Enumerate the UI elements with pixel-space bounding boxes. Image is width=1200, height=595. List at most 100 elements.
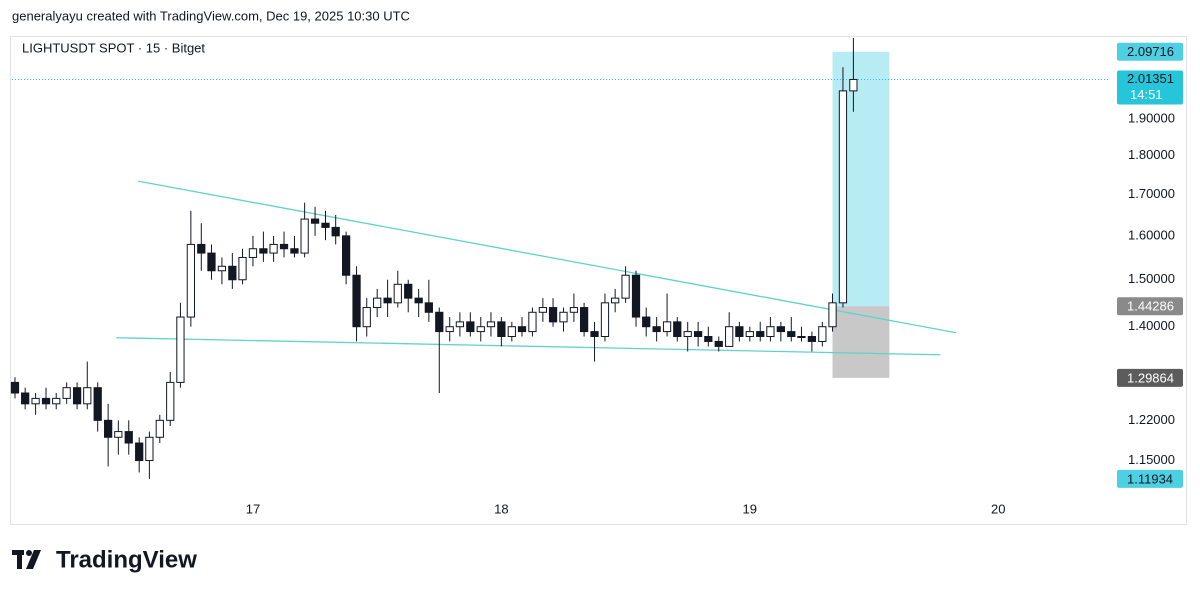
chart-title: LIGHTUSDT SPOT · 15 · Bitget [22, 40, 205, 55]
candle-body [10, 381, 20, 394]
price-label-box [1117, 42, 1183, 61]
y-tick-label: 1.80000 [1128, 147, 1175, 162]
y-tick-label: 1.22000 [1128, 412, 1175, 427]
candle-body [31, 397, 40, 405]
candle-body [559, 311, 568, 323]
candle-body [52, 397, 61, 405]
attribution: generalyayu created with TradingView.com… [12, 8, 410, 23]
candle-body [849, 78, 858, 92]
candle-body [579, 307, 589, 333]
candle-body [341, 235, 351, 276]
candle-body [631, 274, 641, 318]
candle-body [621, 274, 630, 299]
trendline [138, 180, 957, 334]
candle-body [424, 302, 433, 313]
candle-body [797, 335, 806, 338]
candle-body [238, 256, 247, 281]
x-tick-label: 20 [991, 501, 1005, 516]
candle-body [404, 283, 413, 299]
price-label-box [1117, 297, 1183, 316]
candle-body [41, 397, 51, 405]
price-label-box [1117, 469, 1183, 488]
candle-body [714, 340, 723, 347]
candle-body [683, 331, 692, 337]
candle-body [704, 335, 713, 342]
candle-body [62, 387, 71, 399]
candle-body [538, 307, 547, 313]
candle-body [155, 419, 164, 438]
x-tick-label: 17 [246, 501, 260, 516]
candle-body [548, 307, 558, 323]
candle-body [818, 326, 827, 342]
candle-body [497, 321, 506, 337]
candle-body [776, 326, 785, 333]
candle-body [476, 326, 485, 333]
candle-body [104, 419, 113, 438]
logo-text: TradingView [56, 546, 197, 573]
y-tick-label: 1.90000 [1128, 110, 1175, 125]
candle-body [290, 248, 299, 254]
candle-body [269, 243, 278, 254]
candle-body [72, 387, 82, 405]
candle-body [673, 321, 682, 337]
price-label: 1.11934 [1127, 471, 1173, 486]
candle-body [383, 297, 392, 304]
candle-body [145, 436, 154, 462]
candle-body [662, 321, 672, 333]
candle-body [393, 283, 402, 304]
candle-body [217, 265, 227, 272]
candle-body [321, 222, 330, 228]
candle-body [652, 326, 661, 333]
candle-body [248, 248, 258, 258]
countdown-label: 14:51 [1130, 87, 1163, 102]
y-tick-label: 1.15000 [1128, 452, 1175, 467]
chart-frame [10, 36, 1187, 525]
candle-body [569, 307, 579, 313]
candle-body [517, 326, 527, 333]
candle-body [279, 243, 289, 250]
logo-icon [12, 550, 41, 569]
candle-body [642, 316, 651, 328]
candle-body [766, 326, 775, 337]
price-label: 1.44286 [1127, 299, 1174, 314]
current-price-box [1117, 70, 1183, 105]
candle-body [259, 248, 268, 254]
candle-body [435, 311, 444, 333]
candle-body [838, 90, 848, 304]
candle-body [600, 302, 610, 337]
candle-body [455, 321, 465, 328]
candle-body [807, 335, 817, 342]
candle-body [331, 226, 340, 237]
candle-body [93, 387, 102, 421]
y-tick-label: 1.50000 [1128, 271, 1175, 286]
candle-body [507, 326, 516, 337]
candle-body [590, 331, 599, 337]
price-label: 2.09716 [1127, 44, 1174, 59]
candle-body [414, 297, 423, 304]
candle-body [310, 218, 320, 224]
price-label: 1.29864 [1127, 370, 1174, 385]
candle-body [135, 442, 144, 462]
candle-body [300, 218, 309, 254]
candle-body [228, 265, 237, 281]
candle-body [756, 331, 765, 337]
candle-body [362, 307, 371, 328]
y-tick-label: 1.70000 [1128, 186, 1175, 201]
candle-body [186, 243, 195, 318]
candle-body [352, 274, 361, 328]
candle-body [735, 326, 744, 337]
candle-body [745, 331, 754, 337]
trendline [116, 337, 941, 356]
candle-body [373, 297, 382, 309]
candle-body [694, 331, 703, 337]
candle-body [83, 387, 92, 405]
candle-body [114, 431, 123, 438]
candle-body [21, 392, 30, 405]
x-tick-label: 19 [743, 501, 757, 516]
candle-body [166, 381, 175, 421]
candle-body [787, 331, 796, 337]
candle-body [725, 326, 734, 347]
candle-body [528, 311, 537, 333]
candle-body [207, 252, 216, 272]
